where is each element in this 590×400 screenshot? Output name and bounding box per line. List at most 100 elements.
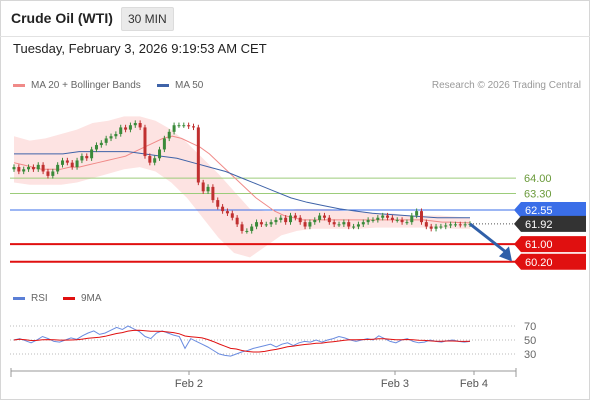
candle	[415, 211, 419, 216]
candle	[332, 222, 336, 225]
level-tag-60.20	[514, 253, 586, 270]
candle	[366, 219, 370, 223]
candle	[322, 215, 326, 218]
rsi-tick-50: 50	[524, 335, 536, 347]
candle	[342, 222, 346, 225]
candle	[284, 217, 288, 223]
x-tick-label: Feb 4	[460, 378, 488, 390]
candle	[187, 125, 191, 127]
level-tag-62.55	[514, 202, 586, 219]
legend-ma20-label: MA 20 + Bollinger Bands	[31, 80, 141, 91]
9ma-swatch	[63, 296, 75, 300]
candle	[318, 215, 322, 220]
legend-ma20: MA 20 + Bollinger Bands	[13, 80, 141, 91]
candle	[27, 167, 31, 170]
interval-badge[interactable]: 30 MIN	[121, 7, 174, 31]
candle	[449, 224, 453, 226]
candle	[235, 217, 239, 225]
candle	[143, 127, 147, 157]
candle	[410, 215, 414, 223]
candle	[395, 219, 399, 221]
candle	[104, 138, 108, 143]
candle	[386, 215, 390, 218]
rsi-line	[13, 325, 471, 357]
ma20-line	[13, 135, 471, 224]
rsi-swatch	[13, 296, 25, 300]
candle	[148, 156, 152, 163]
candle	[371, 219, 375, 221]
candle	[128, 125, 132, 130]
timestamp: Tuesday, February 3, 2026 9:19:53 AM CET	[13, 41, 267, 56]
candle	[458, 224, 462, 226]
candle	[381, 215, 385, 218]
candle	[327, 217, 331, 223]
candle	[182, 125, 186, 127]
candle	[453, 224, 457, 226]
forecast-arrow-head	[499, 246, 512, 262]
candle	[313, 219, 317, 223]
candle	[390, 217, 394, 220]
candle	[167, 131, 171, 139]
candle	[424, 222, 428, 227]
candle	[463, 224, 467, 226]
candle	[94, 145, 98, 150]
candle	[298, 217, 302, 223]
candle	[337, 224, 341, 226]
candle	[293, 215, 297, 218]
candle	[12, 167, 16, 170]
candle	[308, 222, 312, 227]
legend-rsi-label: RSI	[31, 293, 48, 304]
candle	[434, 226, 438, 229]
x-tick-label: Feb 2	[175, 378, 203, 390]
candle	[439, 226, 443, 228]
level-tag-61.92	[514, 215, 586, 232]
candle	[177, 125, 181, 127]
candle	[51, 171, 55, 176]
level-label-60.20: 60.20	[525, 257, 553, 269]
candle	[206, 186, 210, 192]
candle	[56, 164, 60, 172]
level-label-64.00: 64.00	[524, 173, 552, 185]
candle	[444, 225, 448, 227]
candle	[405, 222, 409, 224]
candle	[172, 125, 176, 132]
candle	[70, 162, 74, 168]
candle	[90, 149, 94, 159]
candle	[361, 222, 365, 225]
credit-text: Research © 2026 Trading Central	[431, 80, 581, 91]
candle	[46, 171, 50, 176]
candle	[158, 149, 162, 159]
candle	[230, 213, 234, 218]
candle	[211, 186, 215, 201]
level-label-61.92: 61.92	[525, 219, 553, 231]
candle	[153, 158, 157, 163]
candle	[303, 222, 307, 227]
candle	[279, 217, 283, 220]
candle	[250, 226, 254, 231]
candle	[22, 169, 26, 172]
candle	[41, 164, 45, 172]
legend-rsi: RSI	[13, 293, 48, 304]
candle	[85, 156, 89, 159]
candle	[216, 200, 220, 207]
candle	[109, 136, 113, 139]
chart-header: Crude Oil (WTI) 30 MIN	[0, 0, 590, 37]
candle	[138, 123, 142, 128]
candle	[17, 167, 21, 172]
legend-9ma: 9MA	[63, 293, 102, 304]
legend-ma50: MA 50	[157, 80, 203, 91]
x-tick-label: Feb 3	[381, 378, 409, 390]
candle	[245, 230, 249, 232]
candle	[352, 226, 356, 228]
legend-ma50-label: MA 50	[175, 80, 204, 91]
candle	[400, 219, 404, 223]
candle	[429, 226, 433, 229]
legend-9ma-label: 9MA	[81, 293, 102, 304]
candle	[114, 134, 118, 137]
candle	[61, 160, 65, 165]
level-label-61.00: 61.00	[525, 239, 553, 251]
rsi-tick-30: 30	[524, 349, 536, 361]
candle	[133, 123, 137, 126]
candle	[221, 206, 225, 212]
